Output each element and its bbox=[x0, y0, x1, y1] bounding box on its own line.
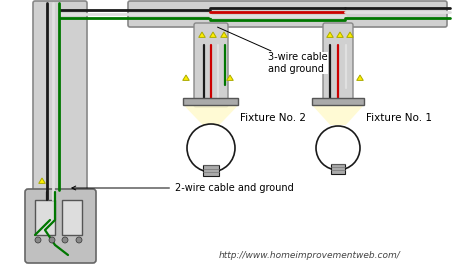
Polygon shape bbox=[346, 32, 353, 37]
Circle shape bbox=[49, 237, 55, 243]
FancyBboxPatch shape bbox=[194, 23, 228, 107]
Text: Fixture No. 1: Fixture No. 1 bbox=[366, 113, 432, 123]
Text: 3-wire cable
and ground: 3-wire cable and ground bbox=[218, 27, 328, 74]
Bar bbox=[331, 164, 345, 174]
Circle shape bbox=[62, 237, 68, 243]
FancyBboxPatch shape bbox=[128, 1, 447, 27]
Polygon shape bbox=[227, 75, 233, 80]
Polygon shape bbox=[357, 75, 363, 80]
FancyBboxPatch shape bbox=[33, 1, 87, 205]
Bar bbox=[203, 165, 219, 176]
Text: 2-wire cable and ground: 2-wire cable and ground bbox=[72, 183, 294, 193]
Polygon shape bbox=[39, 178, 46, 183]
FancyBboxPatch shape bbox=[323, 23, 353, 102]
Bar bbox=[35, 200, 55, 235]
Text: http://www.homeimprovementweb.com/: http://www.homeimprovementweb.com/ bbox=[219, 250, 401, 259]
Polygon shape bbox=[221, 32, 228, 37]
Polygon shape bbox=[182, 75, 189, 80]
Polygon shape bbox=[199, 32, 205, 37]
Bar bbox=[312, 98, 364, 105]
Polygon shape bbox=[327, 32, 333, 37]
Polygon shape bbox=[337, 32, 343, 37]
Circle shape bbox=[316, 126, 360, 170]
Polygon shape bbox=[210, 32, 216, 37]
Circle shape bbox=[76, 237, 82, 243]
Polygon shape bbox=[312, 105, 364, 125]
Bar bbox=[183, 98, 238, 105]
Circle shape bbox=[35, 237, 41, 243]
Text: Fixture No. 2: Fixture No. 2 bbox=[240, 113, 306, 123]
Polygon shape bbox=[183, 105, 238, 125]
FancyBboxPatch shape bbox=[25, 189, 96, 263]
Bar bbox=[62, 200, 82, 235]
Circle shape bbox=[187, 124, 235, 172]
